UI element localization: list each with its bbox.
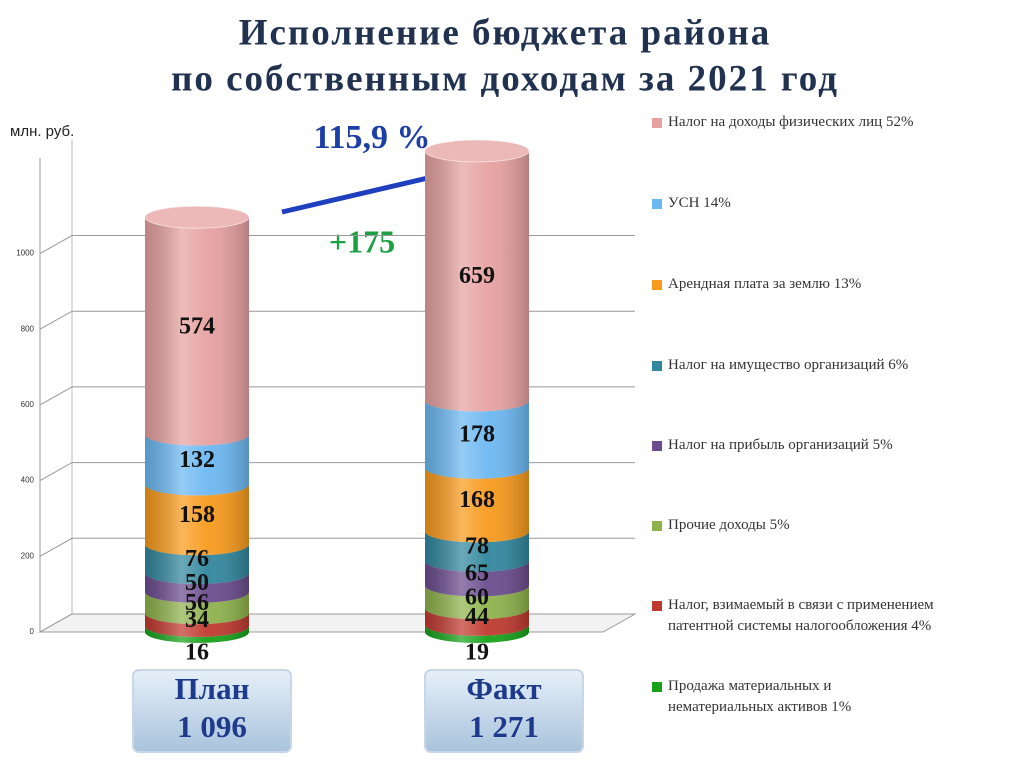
legend-label: Налог на доходы физических лиц 52% xyxy=(668,114,914,130)
legend-swatch xyxy=(652,280,662,290)
title-line: по собственным доходам за 2021 год xyxy=(171,58,839,99)
legend-item: Налог на прибыль организаций 5% xyxy=(652,435,1012,456)
cylinder-shade xyxy=(425,150,529,643)
title-line: Исполнение бюджета района xyxy=(239,12,772,53)
grid-line xyxy=(39,386,635,406)
data-label: 65 xyxy=(465,561,489,587)
category-label: План xyxy=(175,671,250,706)
data-label: 56 xyxy=(185,590,209,616)
y-axis-label: млн. руб. xyxy=(10,123,74,140)
cylinder-top xyxy=(424,139,530,163)
data-label: 50 xyxy=(185,570,209,596)
legend-label: Арендная плата за землю 13% xyxy=(668,276,862,292)
legend-swatch xyxy=(652,521,662,531)
y-tick-label: 400 xyxy=(21,476,35,485)
data-label: 178 xyxy=(459,422,495,448)
data-label: 78 xyxy=(465,534,489,560)
legend-label: Налог на имущество организаций 6% xyxy=(668,357,909,373)
category-box xyxy=(132,669,292,753)
legend-item: Налог на имущество организаций 6% xyxy=(652,355,1012,376)
data-label: 659 xyxy=(459,263,495,289)
data-label: 16 xyxy=(185,640,209,666)
data-label: 574 xyxy=(179,313,215,339)
legend-swatch xyxy=(652,118,662,128)
cylinder-top xyxy=(144,205,250,229)
data-label: 76 xyxy=(185,546,209,572)
total-label: 1 096 xyxy=(177,709,247,744)
legend-item: Арендная плата за землю 13% xyxy=(652,274,1012,295)
data-label: 34 xyxy=(185,607,209,633)
legend-swatch xyxy=(652,682,662,692)
annotation: +175 xyxy=(329,223,395,259)
legend-label: Налог на прибыль организаций 5% xyxy=(668,437,893,453)
legend-item: Продажа материальных и нематериальных ак… xyxy=(652,676,1012,718)
legend-item: Налог, взимаемый в связи с применением п… xyxy=(652,595,1012,637)
y-tick-label: 1000 xyxy=(16,249,34,258)
data-label: 132 xyxy=(179,447,215,473)
legend-label: Налог, взимаемый в связи с применением п… xyxy=(668,597,934,634)
legend-item: УСН 14% xyxy=(652,193,1012,214)
cylinder-shade xyxy=(145,217,249,643)
data-label: 168 xyxy=(459,487,495,513)
legend-swatch xyxy=(652,441,662,451)
y-tick-label: 200 xyxy=(21,551,35,560)
legend-item: Налог на доходы физических лиц 52% xyxy=(652,112,1012,133)
category-label: Факт xyxy=(466,671,541,706)
grid-line xyxy=(39,537,635,557)
total-label: 1 271 xyxy=(469,709,539,744)
legend-label: Прочие доходы 5% xyxy=(668,517,790,533)
cylinder xyxy=(144,205,250,643)
y-tick-label: 600 xyxy=(21,400,35,409)
data-label: 19 xyxy=(465,640,489,666)
legend-label: УСН 14% xyxy=(668,195,731,211)
legend-swatch xyxy=(652,601,662,611)
legend-label: Продажа материальных и нематериальных ак… xyxy=(668,678,852,715)
grid-line xyxy=(39,462,635,482)
y-tick-label: 0 xyxy=(30,627,35,636)
arrow xyxy=(281,162,460,215)
category-box xyxy=(424,669,584,753)
annotation: 115,9 % xyxy=(313,119,430,156)
cylinder xyxy=(424,139,530,643)
legend-item: Прочие доходы 5% xyxy=(652,515,1012,536)
legend-swatch xyxy=(652,199,662,209)
data-label: 44 xyxy=(465,604,489,630)
y-tick-label: 800 xyxy=(21,324,35,333)
grid-line xyxy=(39,310,635,330)
legend: Налог на доходы физических лиц 52% УСН 14… xyxy=(652,112,1012,732)
data-label: 158 xyxy=(179,502,215,528)
cylinder-top-shade xyxy=(425,139,529,162)
data-label: 60 xyxy=(465,584,489,610)
floor xyxy=(38,613,637,633)
cylinder-top-shade xyxy=(145,206,249,229)
legend-swatch xyxy=(652,361,662,371)
